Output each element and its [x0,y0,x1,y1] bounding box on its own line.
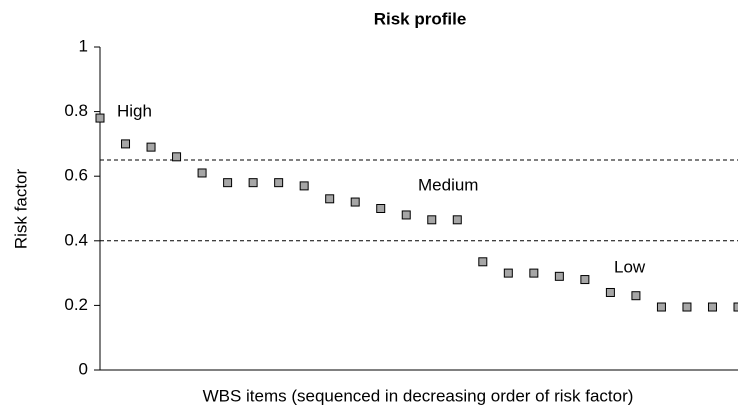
annotation: High [117,101,152,120]
marker [146,142,156,152]
marker [707,302,717,312]
marker [172,152,182,162]
chart-title: Risk profile [374,9,467,28]
y-tick-label: 0.2 [64,295,88,314]
marker [656,302,666,312]
marker [121,139,131,149]
y-tick-label: 0 [79,359,88,378]
annotation: Low [614,257,646,276]
marker [401,210,411,220]
marker [452,215,462,225]
y-tick-label: 0.8 [64,101,88,120]
marker [376,204,386,213]
marker [197,168,207,178]
marker [554,271,564,281]
marker [248,178,258,188]
marker [427,215,437,225]
marker [223,178,233,188]
marker [503,268,513,278]
x-axis-label: WBS items (sequenced in decreasing order… [203,386,634,405]
marker [733,302,738,312]
marker [95,113,105,123]
marker [478,257,488,267]
marker [325,194,335,204]
marker [605,287,615,297]
y-axis-label: Risk factor [11,169,30,250]
marker [299,181,309,191]
marker [274,178,284,188]
marker [580,275,590,285]
annotation: Medium [418,175,478,194]
y-tick-label: 1 [79,36,88,55]
marker [682,302,692,312]
marker [529,268,539,278]
marker [631,291,641,301]
marker [350,197,360,207]
y-tick-label: 0.4 [64,230,88,249]
y-tick-label: 0.6 [64,166,88,185]
